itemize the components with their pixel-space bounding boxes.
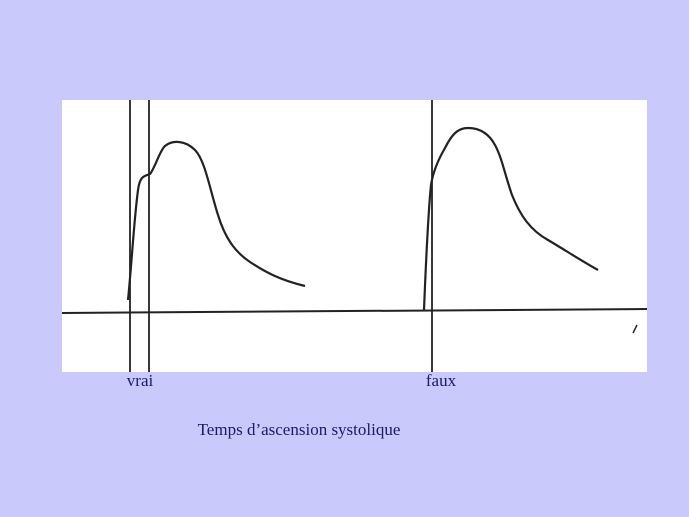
- tick-mark: [632, 324, 638, 334]
- waveform-figure: [61, 100, 648, 372]
- figure-panel: [62, 100, 647, 372]
- caption: Temps d’ascension systolique: [198, 420, 401, 439]
- waveform-faux: [422, 126, 599, 311]
- waveform-vrai: [126, 140, 306, 301]
- label-vrai: vrai: [127, 371, 154, 390]
- label-faux: faux: [426, 371, 457, 390]
- baseline: [61, 308, 648, 314]
